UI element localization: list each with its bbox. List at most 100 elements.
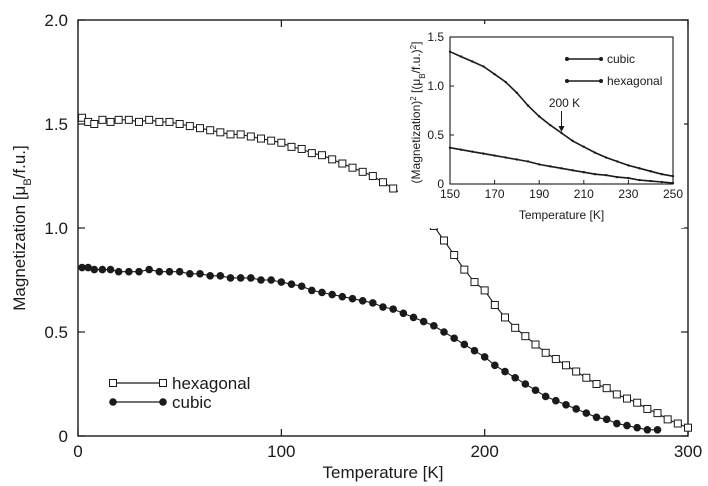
- inset-hexagonal-data-point: [448, 50, 452, 53]
- cubic-data-point: [409, 313, 418, 322]
- cubic-data-point: [440, 328, 448, 336]
- hexagonal-data-point: [582, 373, 591, 382]
- inset-hexagonal-data-point: [515, 91, 519, 95]
- hexagonal-data-point: [98, 115, 107, 124]
- legend-marker-hexagonal: [159, 379, 167, 387]
- inset-cubic-data-point: [649, 179, 652, 183]
- inset-x-axis-title: Temperature [K]: [519, 208, 604, 222]
- hexagonal-data-point: [216, 128, 225, 137]
- hexagonal-data-point: [135, 117, 143, 126]
- hexagonal-data-point: [155, 117, 164, 126]
- inset-hexagonal-data-point: [526, 104, 530, 107]
- y-axis-title: Magnetization [μB/f.u.]: [10, 145, 34, 311]
- inset-legend-marker-cubic: [599, 57, 603, 61]
- inset-cubic-data-point: [616, 175, 619, 179]
- cubic-data-point: [389, 305, 397, 313]
- hexagonal-data-point: [541, 348, 550, 357]
- hexagonal-data-point: [551, 355, 560, 364]
- hexagonal-data-point: [358, 167, 367, 176]
- inset-cubic-data-point: [459, 148, 463, 151]
- cubic-data-point: [450, 334, 458, 343]
- inset-annotation-arrowhead: [558, 126, 565, 132]
- cubic-data-point: [247, 274, 255, 282]
- inset-legend-marker-cubic: [565, 57, 569, 61]
- cubic-data-point: [613, 419, 621, 428]
- cubic-data-point: [460, 340, 469, 349]
- inset-y-axis-title: (Magnetization)2 [(μB/f.u.)2]: [409, 42, 427, 184]
- inset-cubic-data-point: [526, 160, 530, 163]
- inset-background: [398, 24, 684, 228]
- cubic-data-point: [358, 297, 367, 305]
- hexagonal-data-point: [653, 409, 662, 418]
- inset-cubic-data-point: [638, 178, 641, 182]
- hexagonal-data-point: [623, 394, 631, 403]
- cubic-data-point: [348, 294, 357, 303]
- x-tick-label: 0: [73, 442, 82, 461]
- x-axis-title: Temperature [K]: [323, 463, 444, 482]
- hexagonal-data-point: [470, 278, 479, 287]
- inset-y-tick-label: 1.0: [427, 79, 444, 93]
- cubic-data-point: [552, 396, 560, 405]
- inset-cubic-data-point: [571, 169, 574, 172]
- cubic-data-point: [379, 303, 387, 311]
- y-tick-label: 1.5: [44, 115, 68, 134]
- hexagonal-data-point: [124, 115, 133, 124]
- hexagonal-data-point: [602, 384, 611, 393]
- hexagonal-data-point: [612, 390, 621, 399]
- cubic-data-point: [196, 269, 204, 278]
- inset-x-tick-label: 210: [574, 187, 594, 201]
- hexagonal-data-point: [78, 113, 87, 122]
- cubic-data-point: [175, 267, 184, 276]
- legend-label-hexagonal: hexagonal: [172, 374, 250, 393]
- hexagonal-data-point: [257, 134, 265, 143]
- x-tick-label: 300: [674, 442, 702, 461]
- hexagonal-data-point: [165, 117, 174, 126]
- cubic-data-point: [430, 321, 438, 330]
- hexagonal-data-point: [460, 265, 469, 274]
- inset-cubic-data-point: [482, 152, 485, 155]
- legend-label-cubic: cubic: [172, 393, 212, 412]
- cubic-data-point: [165, 267, 174, 276]
- inset-hexagonal-data-point: [538, 115, 541, 118]
- hexagonal-data-point: [106, 117, 115, 126]
- inset-legend-label-cubic: cubic: [607, 52, 635, 66]
- cubic-data-point: [155, 267, 164, 276]
- hexagonal-data-point: [338, 159, 347, 168]
- cubic-data-point: [369, 299, 377, 307]
- inset-x-tick-label: 170: [485, 187, 505, 201]
- inset-hexagonal-data-point: [616, 160, 619, 163]
- hexagonal-data-point: [196, 124, 204, 133]
- inset-cubic-data-point: [493, 154, 496, 157]
- inset-plot: 150 170 190 210 230 250 0 0.5 1.0 1.5 Temperature …: [398, 24, 684, 228]
- inset-cubic-data-point: [582, 171, 585, 174]
- hexagonal-data-point: [226, 130, 235, 139]
- cubic-data-point: [78, 263, 86, 272]
- cubic-data-point: [226, 274, 235, 282]
- cubic-data-point: [114, 267, 123, 276]
- inset-cubic-data-point: [627, 176, 630, 180]
- hexagonal-data-point: [450, 251, 459, 260]
- inset-x-tick-label: 150: [440, 187, 460, 201]
- cubic-data-point: [145, 265, 153, 274]
- hexagonal-data-point: [277, 138, 286, 147]
- cubic-data-point: [419, 317, 428, 326]
- cubic-data-point: [572, 405, 580, 413]
- cubic-data-point: [643, 425, 652, 434]
- legend-marker-hexagonal: [109, 379, 117, 387]
- inset-cubic-data-point: [515, 158, 519, 161]
- inset-hexagonal-data-point: [604, 156, 608, 159]
- inset-hexagonal-data-point: [660, 173, 664, 176]
- inset-hexagonal-data-point: [671, 174, 675, 178]
- inset-legend-label-hexagonal: hexagonal: [607, 74, 662, 88]
- cubic-data-point: [399, 309, 408, 318]
- hexagonal-data-point: [267, 136, 276, 145]
- hexagonal-data-point: [389, 184, 398, 193]
- inset-hexagonal-data-point: [582, 145, 585, 148]
- y-tick-label: 1.0: [44, 219, 68, 238]
- cubic-data-point: [531, 386, 540, 395]
- inset-cubic-data-point: [671, 181, 675, 185]
- inset-hexagonal-data-point: [627, 164, 630, 167]
- cubic-data-point: [480, 353, 489, 361]
- y-tick-label: 0: [59, 427, 68, 446]
